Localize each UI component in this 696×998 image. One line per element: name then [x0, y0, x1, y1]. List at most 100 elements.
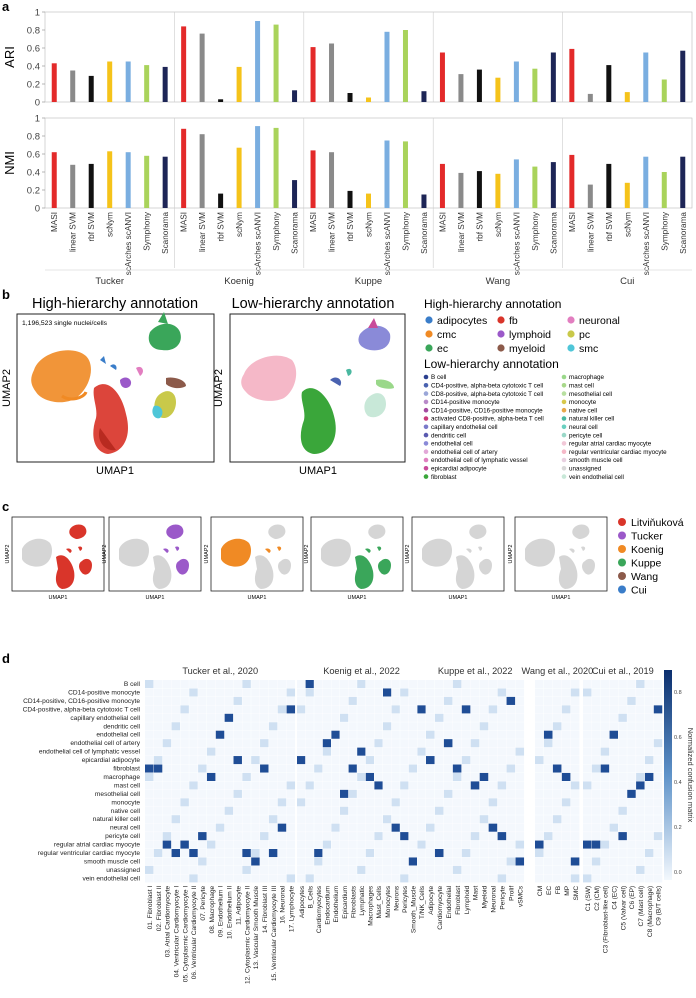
matrix-cell	[434, 857, 444, 866]
matrix-cell	[515, 857, 525, 866]
matrix-cell	[515, 823, 525, 832]
matrix-cell	[434, 849, 444, 858]
legend-label: endothelial cell of artery	[431, 449, 498, 456]
matrix-cell	[570, 713, 580, 722]
legend-label: vein endothelial cell	[569, 474, 624, 481]
matrix-cell	[251, 789, 260, 798]
matrix-cell	[383, 722, 392, 731]
legend-label: monocyte	[569, 399, 597, 406]
matrix-cell	[260, 696, 269, 705]
matrix-cell	[570, 798, 580, 807]
matrix-cell	[153, 680, 163, 689]
row-label: dendritic cell	[103, 723, 140, 730]
method-label: Symphony	[401, 211, 410, 251]
legend-dot	[423, 383, 429, 388]
matrix-cell	[552, 781, 562, 790]
matrix-cell	[552, 865, 562, 874]
matrix-cell	[618, 747, 627, 756]
panel-b-letter: b	[2, 287, 10, 302]
matrix-cell	[417, 696, 426, 705]
matrix-cell	[224, 680, 234, 689]
matrix-cell	[391, 823, 400, 832]
matrix-cell	[497, 747, 507, 756]
matrix-cell	[145, 840, 154, 849]
matrix-cell	[242, 730, 251, 739]
y-tick-label: 0.4	[27, 62, 40, 73]
matrix-cell	[452, 798, 462, 807]
matrix-cell	[609, 840, 618, 849]
bar	[384, 140, 390, 208]
matrix-cell	[653, 680, 663, 689]
umap1-label: UMAP1	[552, 595, 571, 601]
umap2-axis-label-right: UMAP2	[213, 369, 225, 407]
matrix-cell	[417, 756, 426, 765]
matrix-cell	[535, 832, 544, 841]
matrix-cell	[408, 680, 417, 689]
matrix-cell	[189, 832, 198, 841]
matrix-cell	[277, 857, 287, 866]
matrix-cell	[322, 815, 331, 824]
matrix-cell	[383, 705, 392, 714]
matrix-cell	[583, 696, 592, 705]
matrix-cell	[600, 713, 610, 722]
matrix-cell	[322, 865, 331, 874]
matrix-cell	[305, 832, 314, 841]
legend-label: mast cell	[569, 383, 594, 390]
matrix-cell	[426, 764, 435, 773]
matrix-cell	[286, 764, 296, 773]
matrix-cell	[242, 705, 251, 714]
matrix-cell	[224, 806, 234, 815]
matrix-cell	[233, 747, 242, 756]
matrix-cell	[189, 730, 198, 739]
matrix-cell	[286, 747, 296, 756]
matrix-cell	[600, 857, 610, 866]
bar	[107, 61, 113, 102]
matrix-cell	[189, 815, 198, 824]
bar	[421, 194, 427, 208]
cluster	[569, 546, 586, 553]
matrix-cell	[215, 781, 225, 790]
matrix-cell	[443, 688, 453, 697]
matrix-cell	[479, 857, 489, 866]
matrix-cell	[570, 865, 580, 874]
bar	[587, 184, 593, 208]
matrix-cell	[408, 865, 417, 874]
matrix-cell	[434, 764, 444, 773]
matrix-cell	[479, 764, 489, 773]
matrix-cell	[561, 756, 571, 765]
matrix-cell	[314, 739, 323, 748]
legend-label: endothelial cell	[431, 441, 473, 448]
row-label: endothelial cell of lymphatic vessel	[39, 749, 141, 756]
matrix-cell	[434, 823, 444, 832]
matrix-cell	[488, 764, 498, 773]
umap2-axis-label-left: UMAP2	[1, 369, 13, 407]
matrix-cell	[591, 815, 601, 824]
study-title: Koenig et al., 2022	[323, 666, 400, 676]
matrix-cell	[162, 865, 172, 874]
matrix-cell	[215, 680, 225, 689]
matrix-cell	[452, 747, 462, 756]
y-tick-label: 1	[35, 8, 40, 19]
matrix-cell	[180, 688, 189, 697]
matrix-cell	[488, 789, 498, 798]
matrix-cell	[348, 832, 357, 841]
matrix-cell	[591, 772, 601, 781]
matrix-cell	[400, 865, 409, 874]
matrix-cell	[251, 865, 260, 874]
matrix-cell	[286, 815, 296, 824]
matrix-cell	[570, 764, 580, 773]
bar	[255, 126, 261, 208]
matrix-cell	[297, 688, 306, 697]
colorbar-tick: 0.8	[674, 690, 682, 696]
matrix-cell	[488, 857, 498, 866]
method-label: MASI	[180, 212, 189, 232]
matrix-cell	[242, 823, 251, 832]
column-label: C8 (Macrophage)	[647, 886, 654, 937]
matrix-cell	[627, 739, 636, 748]
column-label: 06. Ventricular Cardiomyocyte II	[191, 886, 198, 980]
matrix-cell	[479, 772, 489, 781]
column-label: 12. Cytoplasmic Cardiomyocyte II	[244, 886, 251, 984]
matrix-cell	[552, 747, 562, 756]
matrix-cell	[461, 680, 471, 689]
